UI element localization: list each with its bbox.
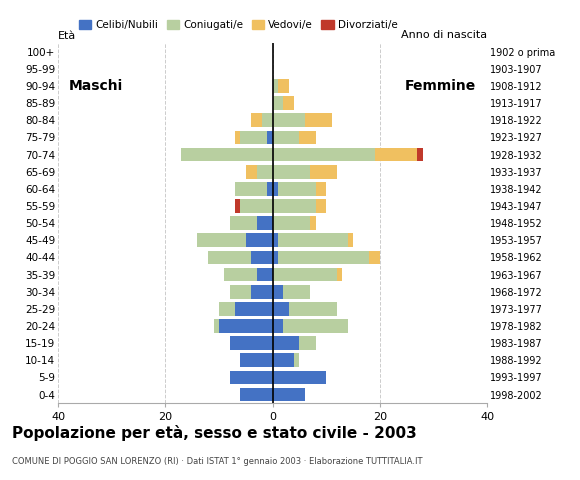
Bar [273,285,284,299]
Bar [284,285,310,299]
Bar [256,216,273,230]
Bar [305,113,332,127]
Bar [418,148,423,161]
Text: Femmine: Femmine [405,79,477,93]
Bar [230,216,256,230]
Bar [219,319,273,333]
Legend: Celibi/Nubili, Coniugati/e, Vedovi/e, Divorziati/e: Celibi/Nubili, Coniugati/e, Vedovi/e, Di… [75,16,402,35]
Bar [273,371,326,384]
Bar [251,113,262,127]
Bar [246,165,256,179]
Bar [230,371,273,384]
Bar [224,268,256,281]
Bar [241,199,273,213]
Bar [310,216,316,230]
Bar [241,388,273,401]
Bar [273,388,305,401]
Bar [278,251,369,264]
Bar [246,233,273,247]
Bar [273,268,337,281]
Text: Popolazione per età, sesso e stato civile - 2003: Popolazione per età, sesso e stato civil… [12,425,416,441]
Bar [273,199,316,213]
Bar [251,285,273,299]
Bar [273,216,310,230]
Text: Età: Età [58,32,76,41]
Bar [273,148,375,161]
Bar [273,302,289,316]
Bar [273,251,278,264]
Bar [284,96,294,110]
Bar [213,319,219,333]
Bar [273,96,284,110]
Bar [241,353,273,367]
Bar [348,233,353,247]
Bar [267,182,273,196]
Bar [198,233,246,247]
Bar [241,131,267,144]
Bar [273,319,284,333]
Text: Anno di nascita: Anno di nascita [401,30,487,39]
Bar [262,113,273,127]
Bar [337,268,342,281]
Bar [273,353,294,367]
Text: COMUNE DI POGGIO SAN LORENZO (RI) · Dati ISTAT 1° gennaio 2003 · Elaborazione TU: COMUNE DI POGGIO SAN LORENZO (RI) · Dati… [12,457,422,466]
Bar [273,165,310,179]
Bar [316,199,327,213]
Bar [230,336,273,350]
Bar [267,131,273,144]
Bar [273,182,278,196]
Bar [208,251,251,264]
Bar [219,302,235,316]
Bar [273,233,278,247]
Bar [273,79,278,93]
Bar [235,199,241,213]
Bar [182,148,273,161]
Bar [299,131,316,144]
Bar [294,353,299,367]
Bar [316,182,327,196]
Bar [284,319,348,333]
Bar [273,336,299,350]
Bar [369,251,380,264]
Bar [278,182,316,196]
Bar [299,336,316,350]
Bar [278,233,348,247]
Bar [251,251,273,264]
Bar [273,131,299,144]
Bar [310,165,337,179]
Bar [235,131,241,144]
Bar [375,148,418,161]
Bar [256,268,273,281]
Bar [278,79,289,93]
Bar [230,285,251,299]
Bar [273,113,305,127]
Bar [235,182,267,196]
Bar [256,165,273,179]
Bar [289,302,337,316]
Bar [235,302,273,316]
Text: Maschi: Maschi [69,79,123,93]
